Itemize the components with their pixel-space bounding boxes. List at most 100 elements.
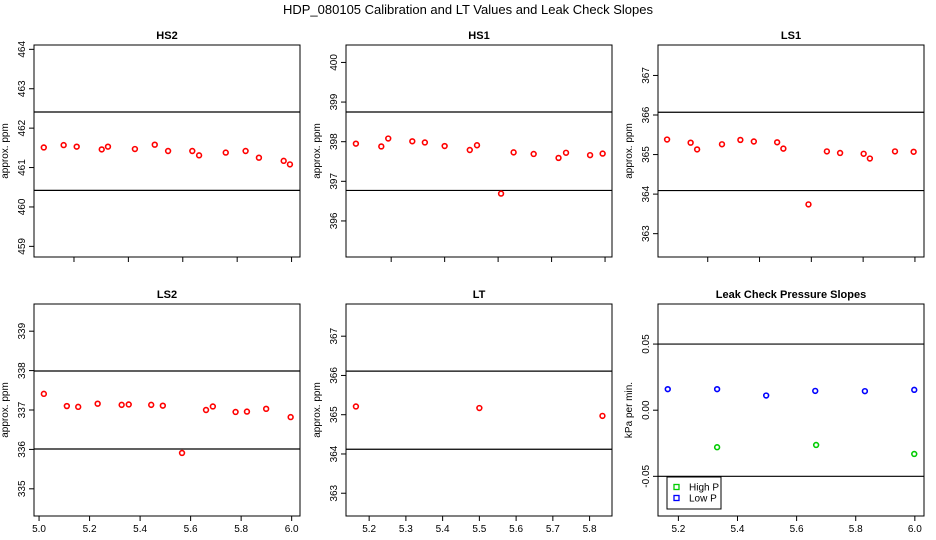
data-point (836, 149, 844, 157)
x-tick-label: 5.5 (472, 524, 486, 535)
figure-title: HDP_080105 Calibration and LT Values and… (283, 2, 654, 17)
panel-title: LS2 (157, 289, 177, 301)
data-point (255, 154, 263, 161)
data-point-low-p (861, 387, 869, 395)
y-tick-label: 367 (329, 327, 340, 344)
legend-marker (673, 483, 680, 491)
data-point (750, 138, 758, 145)
data-point (693, 146, 701, 153)
y-axis-label: kPa per min. (624, 382, 635, 438)
x-tick-label: 6.0 (285, 524, 299, 535)
data-point (780, 145, 787, 152)
data-point (178, 449, 186, 457)
panel-title: Leak Check Pressure Slopes (716, 289, 866, 301)
data-point (159, 402, 167, 409)
data-point (773, 139, 781, 146)
panel-hs1: HS1 approx. ppm 396 397 398 399 400 (312, 30, 613, 262)
y-tick-label: 336 (17, 441, 28, 458)
x-tick-label: 5.6 (509, 524, 523, 535)
data-point (73, 143, 80, 150)
y-tick-label: 0.05 (641, 334, 652, 354)
y-tick-label: 463 (17, 80, 28, 97)
data-point (40, 390, 48, 398)
y-tick-label: 339 (17, 322, 28, 339)
data-point (510, 149, 517, 156)
data-point (586, 151, 594, 159)
data-point (286, 161, 294, 168)
data-point (280, 157, 287, 165)
data-point (262, 405, 270, 413)
data-point (232, 408, 239, 416)
data-point (195, 152, 203, 159)
data-point-high-p (812, 441, 820, 449)
data-point (202, 406, 210, 414)
data-point (441, 142, 448, 150)
panel-title: LT (473, 289, 486, 301)
data-point (352, 140, 360, 147)
y-tick-label: 461 (17, 159, 28, 176)
y-tick-label: 365 (641, 146, 652, 163)
y-tick-label: 363 (329, 484, 340, 501)
y-tick-label: 460 (17, 198, 28, 215)
data-point (866, 155, 874, 162)
data-point (189, 147, 196, 155)
x-tick-label: 5.6 (184, 524, 198, 535)
x-tick-label: 5.4 (133, 524, 147, 535)
y-axis-label: approx. ppm (312, 123, 323, 179)
data-point (718, 141, 726, 148)
data-point (687, 139, 694, 146)
plot-frame (33, 44, 301, 258)
y-tick-label: 364 (641, 185, 652, 202)
data-point (891, 148, 899, 155)
y-tick-label: 337 (17, 401, 28, 418)
data-point (118, 401, 125, 409)
panel-lt: LT approx. ppm 363 364 365 366 367 5.2 5.3 5.4 5.5… (312, 289, 613, 535)
panel-hs2: HS2 approx. ppm 459 460 461 462 463 464 (0, 30, 301, 262)
data-point (104, 143, 112, 150)
legend-marker (673, 494, 680, 502)
y-tick-label: 398 (329, 133, 340, 150)
y-tick-label: 400 (329, 54, 340, 71)
y-axis-label: approx. ppm (0, 382, 11, 438)
data-point (737, 136, 744, 144)
data-point (421, 139, 429, 146)
data-point (98, 146, 105, 153)
data-point (222, 149, 229, 156)
y-tick-label: 462 (17, 119, 28, 136)
data-point (378, 143, 385, 150)
data-point (860, 150, 867, 157)
y-tick-label: -0.05 (641, 464, 652, 487)
data-point (125, 401, 132, 408)
data-point (94, 400, 101, 407)
panel-title: HS2 (156, 30, 177, 42)
y-tick-label: 464 (17, 41, 28, 58)
data-point (409, 138, 416, 145)
panel-ls2: LS2 approx. ppm 335 336 337 338 339 5.0 5.2 5.4 5.… (0, 289, 301, 535)
data-point (243, 408, 251, 415)
x-tick-label: 5.0 (32, 524, 46, 535)
y-tick-label: 365 (329, 406, 340, 423)
panel-ls1: LS1 approx. ppm 363 364 365 366 367 (624, 30, 925, 262)
data-point (148, 401, 155, 409)
plot-frame (33, 303, 301, 517)
data-point (805, 201, 812, 208)
data-point (562, 149, 570, 156)
data-point (75, 403, 82, 411)
y-tick-label: 366 (329, 367, 340, 384)
y-tick-label: 338 (17, 362, 28, 379)
x-tick-label: 5.8 (234, 524, 248, 535)
y-tick-label: 335 (17, 480, 28, 497)
panel-title: HS1 (468, 30, 489, 42)
data-point-low-p (762, 392, 770, 399)
plot-frame (657, 44, 925, 258)
data-point (352, 403, 360, 410)
y-axis-label: approx. ppm (624, 123, 635, 179)
data-point (599, 412, 606, 420)
data-point (242, 147, 249, 155)
data-point-low-p (911, 386, 918, 394)
data-point (476, 404, 483, 412)
data-point (910, 148, 917, 155)
data-point (63, 402, 71, 410)
